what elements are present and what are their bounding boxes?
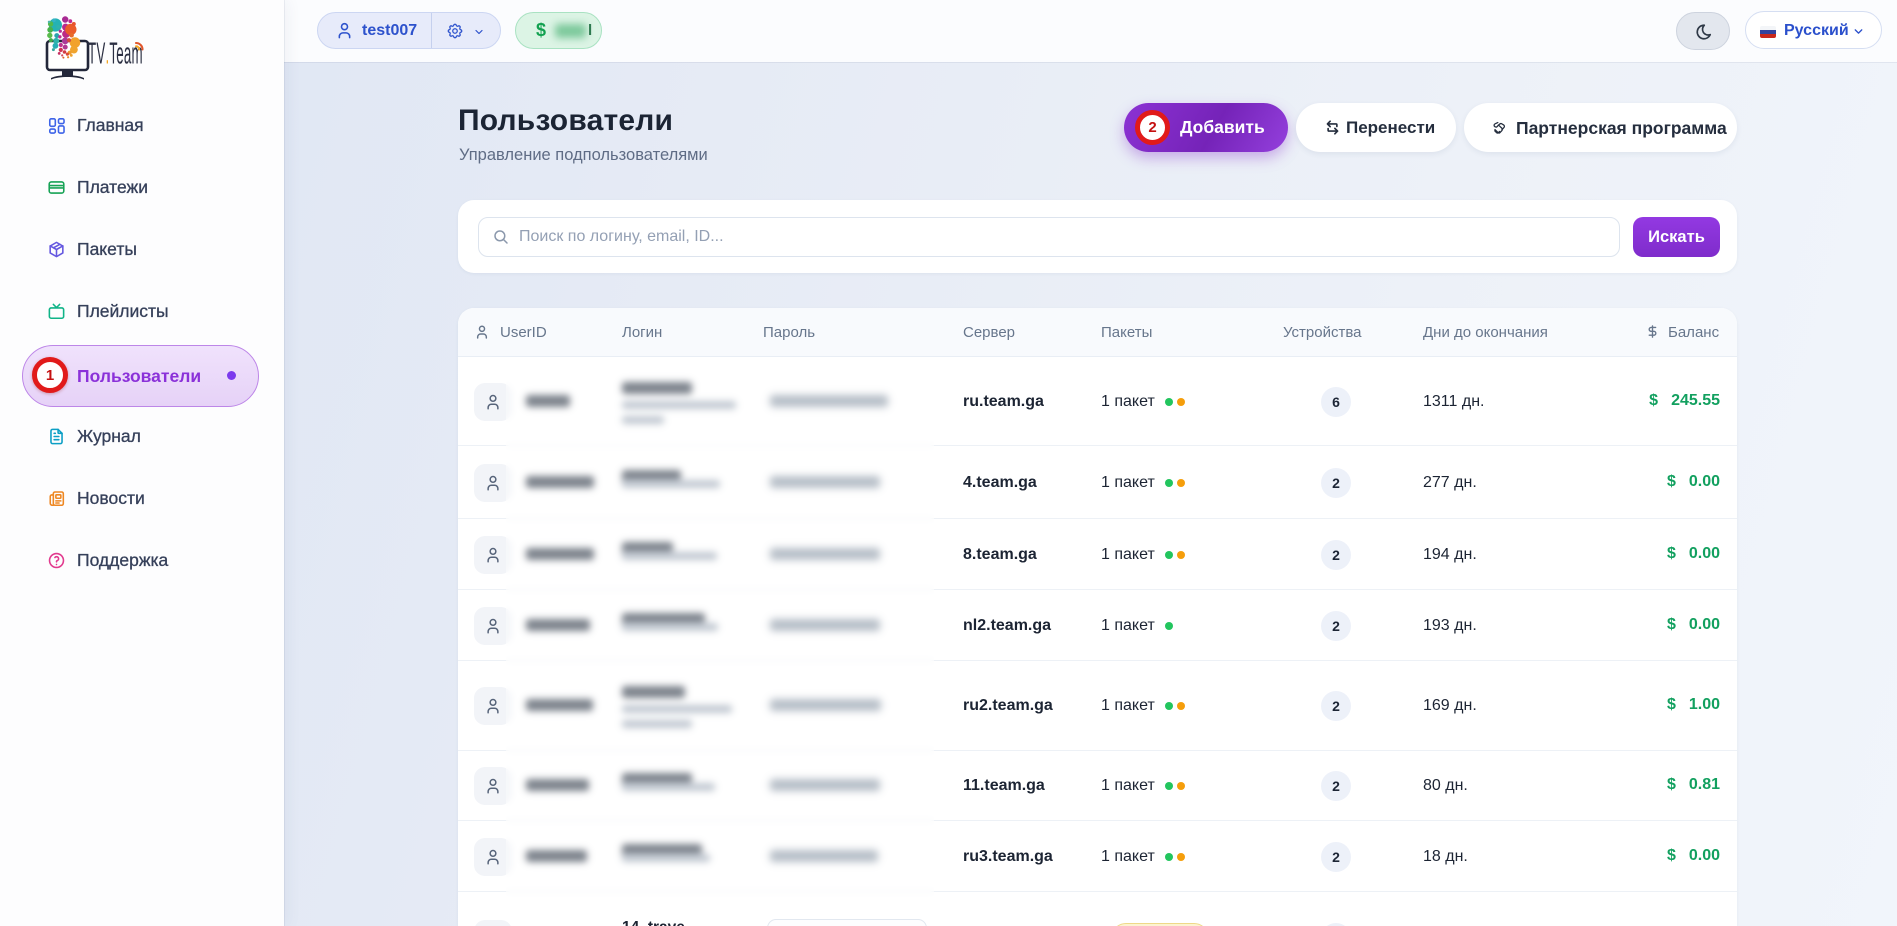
svg-text:TV.Team: TV.Team: [88, 36, 143, 71]
